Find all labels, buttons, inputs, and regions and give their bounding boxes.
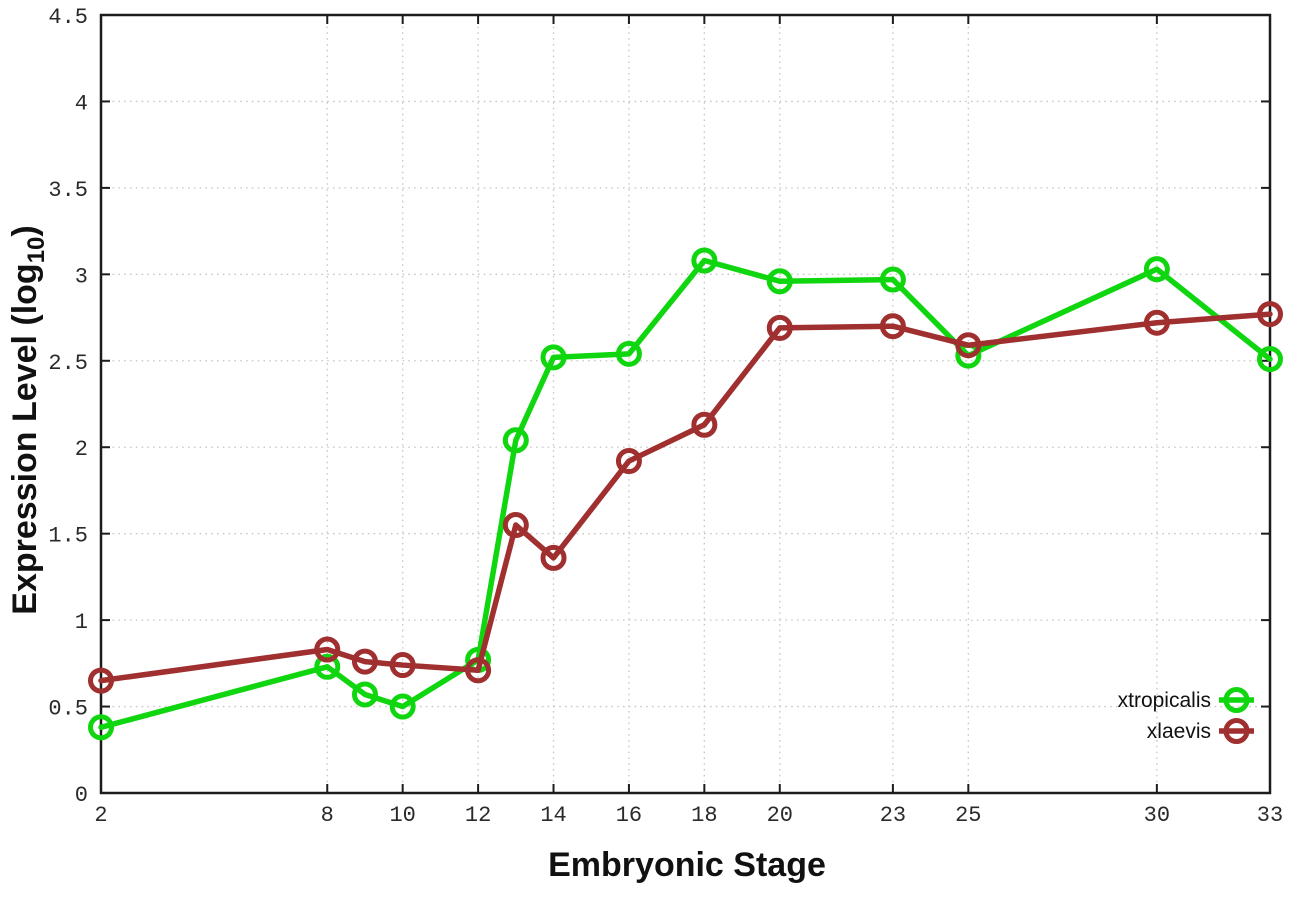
x-tick-label: 25 — [955, 803, 981, 828]
x-tick-label: 16 — [616, 803, 642, 828]
x-tick-label: 8 — [321, 803, 334, 828]
legend-sample-marker-xtropicalis — [1223, 687, 1250, 713]
y-tick-label: 1 — [75, 610, 88, 635]
x-tick-label: 12 — [465, 803, 491, 828]
xtropicalis-point-stage-8 — [314, 653, 341, 680]
xtropicalis-point-stage-18 — [691, 247, 718, 274]
x-axis-title: Embryonic Stage — [548, 846, 826, 884]
x-tick-label: 10 — [389, 803, 415, 828]
y-tick-label: 3 — [75, 264, 88, 289]
y-tick-label: 0 — [75, 783, 88, 808]
xtropicalis-point-stage-2 — [88, 714, 114, 741]
xlaevis-point-stage-8 — [314, 636, 341, 663]
x-tick-label: 23 — [880, 803, 906, 828]
xlaevis-point-stage-33 — [1257, 301, 1283, 328]
xlaevis-point-stage-10 — [389, 652, 416, 679]
y-tick-label: 2.5 — [48, 351, 88, 376]
xlaevis-point-stage-13 — [502, 512, 529, 539]
xlaevis-point-stage-9 — [351, 648, 378, 675]
xtropicalis-point-stage-23 — [879, 266, 906, 293]
xtropicalis-point-stage-10 — [389, 693, 416, 720]
x-tick-label: 14 — [540, 803, 566, 828]
y-axis-title: Expression Level (log10) — [6, 225, 50, 614]
legend-sample-marker-xlaevis — [1223, 718, 1250, 744]
xtropicalis-point-stage-16 — [615, 340, 642, 367]
legend-label-xlaevis: xlaevis — [1147, 720, 1211, 743]
y-tick-label: 2 — [75, 437, 88, 462]
xlaevis-point-stage-2 — [88, 667, 114, 694]
x-tick-label: 2 — [94, 803, 107, 828]
xlaevis-point-stage-18 — [691, 411, 718, 438]
xlaevis-point-stage-30 — [1143, 309, 1170, 336]
x-tick-label: 33 — [1257, 803, 1283, 828]
xlaevis-point-stage-25 — [955, 332, 982, 359]
series-line-xlaevis — [98, 311, 1273, 684]
xtropicalis-point-stage-13 — [502, 427, 529, 454]
plot-border — [99, 13, 1272, 795]
xlaevis-point-stage-14 — [540, 544, 567, 571]
xlaevis-point-stage-20 — [766, 314, 793, 341]
x-tick-label: 18 — [691, 803, 717, 828]
y-tick-label: 1.5 — [48, 524, 88, 549]
y-tick-label: 0.5 — [48, 697, 88, 722]
xtropicalis-point-stage-14 — [540, 344, 567, 371]
y-tick-label: 4 — [75, 91, 88, 116]
y-tick-label: 3.5 — [48, 178, 88, 203]
xtropicalis-point-stage-33 — [1257, 346, 1283, 373]
x-tick-label: 30 — [1144, 803, 1170, 828]
xtropicalis-point-stage-20 — [766, 268, 793, 295]
xtropicalis-point-stage-9 — [351, 681, 378, 708]
xlaevis-point-stage-23 — [879, 313, 906, 340]
y-tick-label: 4.5 — [48, 5, 88, 30]
xlaevis-point-stage-12 — [465, 657, 492, 684]
xtropicalis-point-stage-30 — [1143, 256, 1170, 283]
x-tick-label: 20 — [767, 803, 793, 828]
legend-label-xtropicalis: xtropicalis — [1118, 689, 1211, 712]
xlaevis-point-stage-16 — [615, 448, 642, 475]
